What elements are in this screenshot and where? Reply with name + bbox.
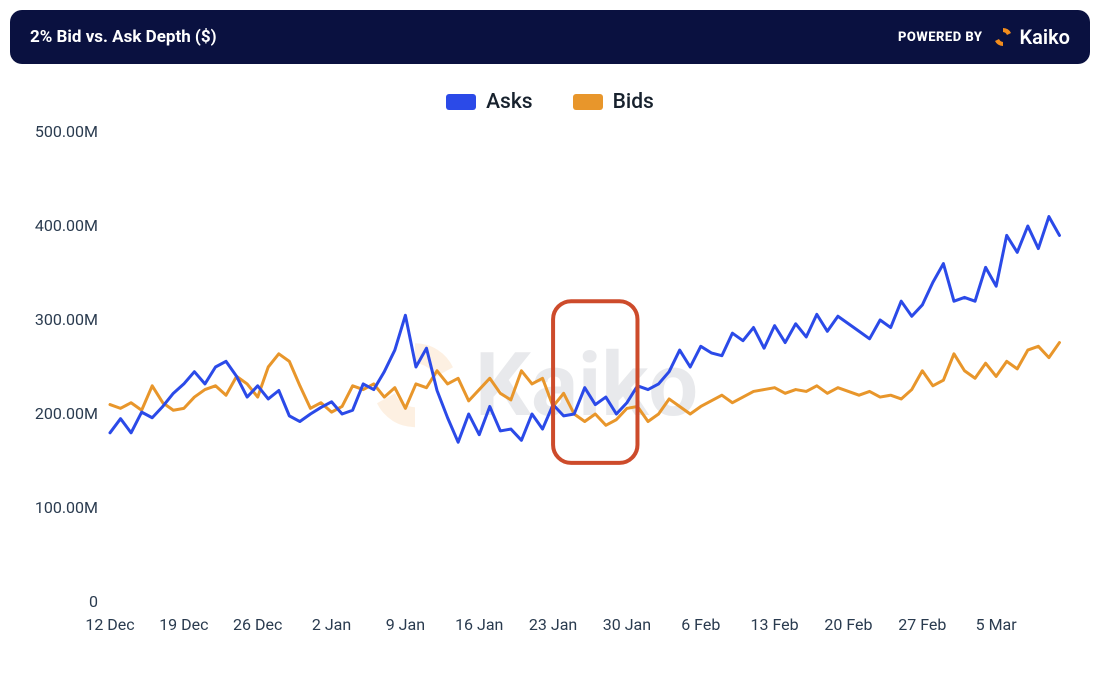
kaiko-logo-icon <box>991 25 1015 49</box>
legend: Asks Bids <box>10 90 1090 114</box>
chart-container: 2% Bid vs. Ask Depth ($) POWERED BY Kaik… <box>0 0 1100 690</box>
y-tick-label: 500.00M <box>35 122 98 141</box>
branding: POWERED BY Kaiko <box>898 25 1070 49</box>
y-tick-label: 100.00M <box>35 498 98 517</box>
legend-swatch-asks <box>446 94 476 110</box>
brand-name: Kaiko <box>1020 25 1071 49</box>
chart-svg: Kaiko0100.00M200.00M300.00M400.00M500.00… <box>10 122 1090 662</box>
y-tick-label: 200.00M <box>35 404 98 423</box>
chart-header: 2% Bid vs. Ask Depth ($) POWERED BY Kaik… <box>10 10 1090 64</box>
legend-label-bids: Bids <box>613 90 654 114</box>
x-tick-label: 23 Jan <box>529 615 577 634</box>
legend-item-bids[interactable]: Bids <box>573 90 654 114</box>
x-tick-label: 30 Jan <box>603 615 651 634</box>
x-tick-label: 5 Mar <box>976 615 1018 634</box>
x-tick-label: 13 Feb <box>751 615 799 634</box>
x-tick-label: 19 Dec <box>159 615 208 634</box>
y-tick-label: 400.00M <box>35 216 98 235</box>
y-tick-label: 0 <box>89 592 98 611</box>
chart-plot: Kaiko0100.00M200.00M300.00M400.00M500.00… <box>10 122 1090 662</box>
chart-title: 2% Bid vs. Ask Depth ($) <box>30 27 217 47</box>
y-tick-label: 300.00M <box>35 310 98 329</box>
x-tick-label: 27 Feb <box>898 615 946 634</box>
x-tick-label: 16 Jan <box>455 615 503 634</box>
x-tick-label: 2 Jan <box>312 615 351 634</box>
x-tick-label: 26 Dec <box>233 615 282 634</box>
legend-swatch-bids <box>573 94 603 110</box>
x-tick-label: 9 Jan <box>386 615 425 634</box>
legend-item-asks[interactable]: Asks <box>446 90 533 114</box>
x-tick-label: 20 Feb <box>824 615 872 634</box>
brand: Kaiko <box>991 25 1071 49</box>
legend-label-asks: Asks <box>486 90 533 114</box>
x-tick-label: 12 Dec <box>85 615 134 634</box>
powered-by-label: POWERED BY <box>898 30 983 45</box>
x-tick-label: 6 Feb <box>681 615 720 634</box>
